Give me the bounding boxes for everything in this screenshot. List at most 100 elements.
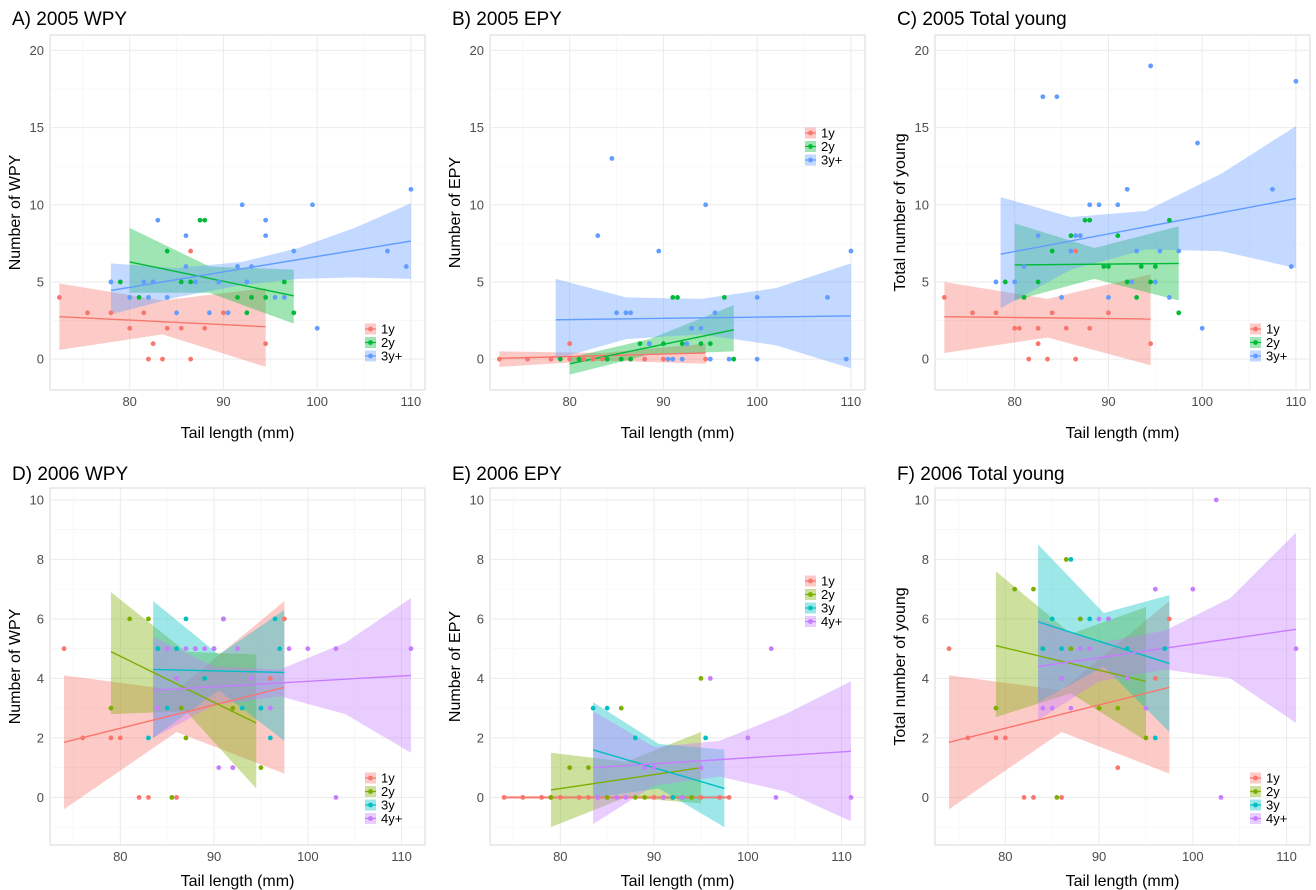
data-point-2y (127, 616, 133, 622)
legend-label: 3y (381, 798, 395, 813)
data-point-1y (703, 356, 709, 362)
y-tick-label: 8 (37, 552, 44, 567)
data-point-1y (117, 735, 123, 741)
data-point-3y+ (272, 294, 278, 300)
data-point-2y (197, 217, 203, 223)
data-point-3y+ (848, 248, 854, 254)
legend-label: 3y (821, 601, 835, 616)
y-tick-label: 6 (477, 611, 484, 626)
panel-border (934, 487, 1311, 846)
data-point-4y+ (333, 646, 339, 652)
y-tick-label: 10 (30, 492, 44, 507)
legend-label: 4y+ (1266, 811, 1287, 826)
data-point-1y (178, 325, 184, 331)
legend-key-point (368, 340, 373, 345)
data-point-1y (651, 795, 657, 800)
data-point-3y+ (1106, 294, 1111, 300)
data-point-1y (1166, 616, 1172, 622)
data-point-2y (1115, 705, 1121, 711)
data-point-2y (557, 356, 563, 362)
data-point-2y (1101, 264, 1107, 269)
y-tick-label: 4 (477, 671, 484, 686)
data-point-1y (520, 795, 526, 800)
data-point-2y (1077, 616, 1083, 622)
y-axis-label: Total number of young (892, 133, 909, 291)
data-point-1y (1049, 310, 1055, 316)
data-point-2y (1035, 279, 1041, 285)
legend-label: 2y (1266, 784, 1280, 799)
data-point-2y (1063, 557, 1069, 562)
data-point-4y+ (202, 646, 208, 652)
data-point-1y (61, 646, 67, 652)
y-tick-label: 2 (37, 730, 44, 745)
data-point-4y+ (155, 705, 161, 711)
x-tick-label: 100 (306, 394, 328, 409)
data-point-4y+ (1218, 795, 1224, 800)
confidence-band-2y (110, 592, 257, 789)
data-point-3y (174, 646, 179, 652)
data-point-2y (1166, 217, 1172, 223)
legend-label: 3y (1266, 798, 1280, 813)
data-point-3y+ (1152, 279, 1158, 285)
legend-label: 1y (1266, 322, 1280, 337)
data-point-2y (1068, 233, 1074, 239)
data-point-2y (249, 294, 254, 300)
data-point-3y+ (108, 279, 114, 285)
legend-key-point (368, 816, 373, 821)
data-point-2y (1134, 294, 1139, 300)
data-point-3y (155, 646, 161, 652)
data-point-2y (1068, 646, 1074, 652)
legend-label: 3y+ (1266, 349, 1287, 364)
data-point-3y+ (628, 310, 634, 316)
data-point-2y (1148, 279, 1154, 285)
data-point-4y+ (408, 646, 414, 652)
data-point-1y (160, 356, 165, 362)
data-point-3y+ (249, 264, 254, 269)
data-point-3y (277, 646, 283, 652)
legend-key-point (1253, 353, 1258, 359)
data-point-4y+ (661, 795, 666, 800)
y-tick-label: 0 (477, 790, 484, 805)
data-point-2y (263, 294, 269, 300)
fit-line-2y (110, 650, 257, 724)
data-point-3y+ (754, 294, 760, 300)
data-point-2y (721, 294, 727, 300)
data-point-1y (127, 325, 133, 331)
data-point-4y+ (267, 705, 273, 711)
plot-area (946, 497, 1299, 810)
data-point-3y+ (1115, 202, 1121, 208)
legend-label: 2y (1266, 335, 1280, 350)
data-point-4y+ (595, 795, 601, 800)
data-point-4y+ (211, 646, 217, 652)
data-point-2y (1031, 586, 1036, 592)
data-point-2y (178, 279, 184, 285)
confidence-band-3y+ (110, 203, 411, 315)
data-point-1y (993, 310, 999, 316)
data-point-1y (581, 356, 587, 362)
data-point-1y (146, 356, 151, 362)
legend-label: 2y (381, 335, 395, 350)
data-point-4y+ (1059, 676, 1064, 681)
data-point-2y (1138, 264, 1144, 269)
data-point-1y (586, 795, 591, 800)
data-point-3y+ (1021, 264, 1027, 269)
confidence-band-1y (59, 283, 266, 367)
y-tick-label: 6 (37, 611, 44, 626)
fit-line-3y+ (555, 315, 851, 321)
fit-line-1y (944, 315, 1151, 320)
data-point-2y (1124, 279, 1130, 285)
y-tick-label: 0 (922, 790, 929, 805)
plot-area (56, 186, 414, 367)
panel-border (489, 34, 866, 391)
x-tick-label: 80 (1007, 394, 1021, 409)
x-tick-label: 110 (831, 849, 852, 864)
data-point-2y (661, 341, 666, 347)
data-point-4y+ (164, 646, 170, 652)
data-point-3y+ (614, 310, 619, 316)
legend-key-point (808, 605, 813, 611)
data-point-3y+ (754, 356, 760, 362)
data-point-1y (1087, 325, 1093, 331)
y-tick-label: 15 (470, 120, 484, 135)
